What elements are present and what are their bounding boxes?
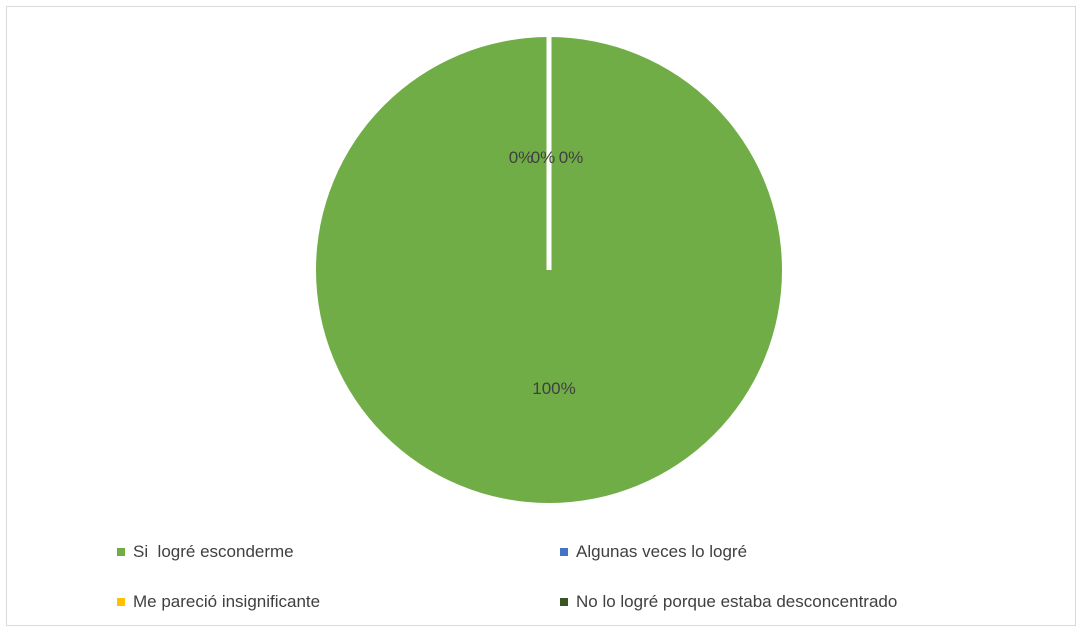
legend-item-3: No lo logré porque estaba desconcentrado [560, 592, 897, 612]
data-label-2: 0% [531, 148, 556, 167]
legend-label-0: Si logré esconderme [133, 542, 294, 561]
legend-label-3: No lo logré porque estaba desconcentrado [576, 592, 898, 611]
legend-item-0: Si logré esconderme [117, 542, 294, 562]
legend-item-1: Algunas veces lo logré [560, 542, 747, 562]
data-label-0: 100% [532, 379, 575, 398]
legend-label-2: Me pareció insignificante [133, 592, 321, 611]
legend-item-2: Me pareció insignificante [117, 592, 320, 612]
legend-swatch-2 [117, 598, 125, 606]
legend-swatch-0 [117, 548, 125, 556]
data-label-3: 0% [559, 148, 584, 167]
legend-label-1: Algunas veces lo logré [576, 542, 748, 561]
legend-swatch-3 [560, 598, 568, 606]
data-label-1: 0% [509, 148, 534, 167]
legend-swatch-1 [560, 548, 568, 556]
